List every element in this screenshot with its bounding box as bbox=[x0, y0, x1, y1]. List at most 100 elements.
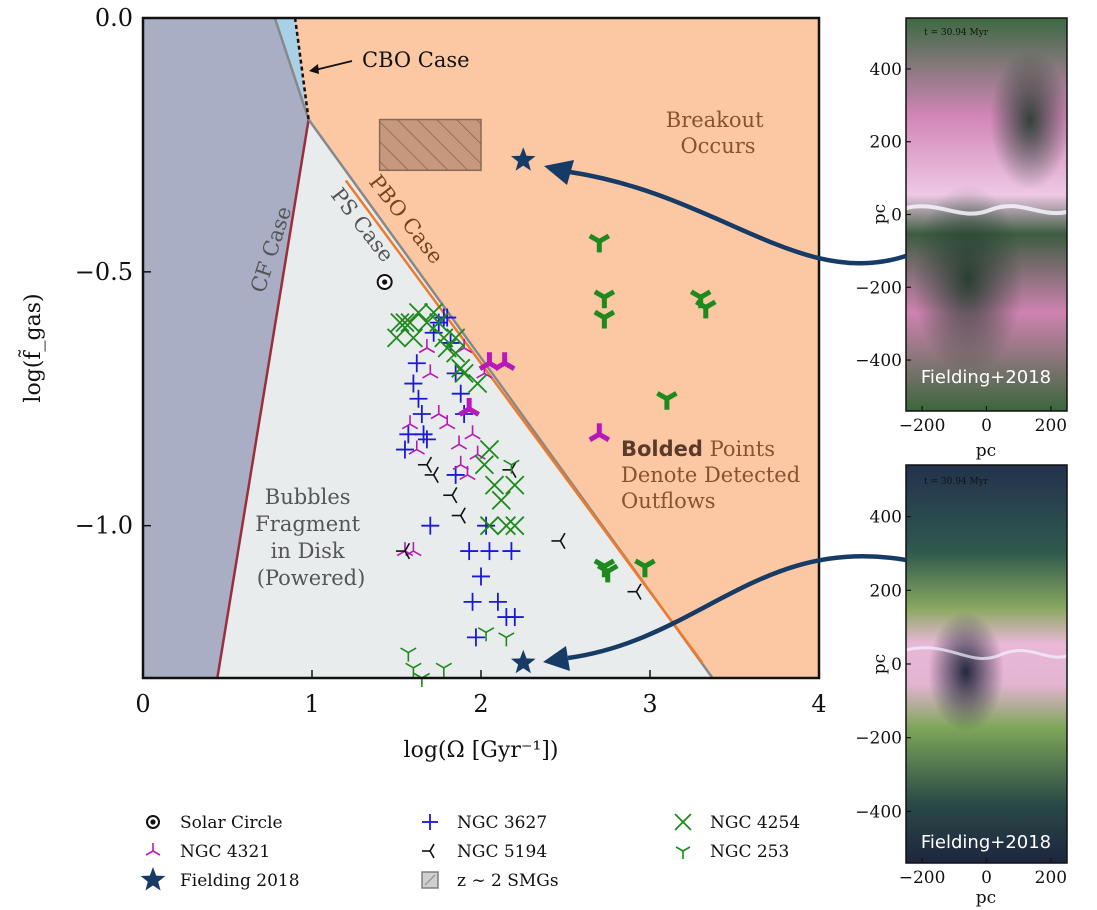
bubbles-label-2: Fragment bbox=[255, 512, 360, 536]
sim-bottom-filament bbox=[905, 646, 1068, 660]
sim-bottom-ticks: −200 0 200 400 200 0 −200 −400 bbox=[855, 508, 1067, 888]
breakout-region bbox=[274, 18, 819, 678]
ngc-3627-point bbox=[505, 608, 524, 627]
axis-ticks: 0 1 2 3 4 0.0 −0.5 −1.0 bbox=[75, 4, 827, 718]
ngc-4321-detected-point bbox=[493, 352, 516, 371]
y-tick-label: −0.5 bbox=[75, 258, 133, 286]
legend-marker bbox=[146, 815, 160, 829]
sim-x-tick-label: −200 bbox=[899, 868, 946, 888]
ngc-5194-point bbox=[424, 466, 439, 484]
legend-marker bbox=[674, 813, 692, 831]
ngc-5194-point bbox=[627, 583, 642, 600]
sim-x-tick-label: −200 bbox=[899, 416, 946, 436]
ngc-3627-point bbox=[414, 425, 433, 444]
ngc-253-detected-point bbox=[694, 299, 717, 319]
sim-top-filament bbox=[905, 204, 1068, 216]
detected-outflows-note: Bolded Points Denote Detected Outflows bbox=[621, 437, 807, 513]
fielding-2018-point bbox=[510, 649, 536, 674]
ngc-4254-point bbox=[446, 343, 466, 363]
legend-label: NGC 5194 bbox=[457, 842, 547, 862]
ngc-4254-point bbox=[424, 302, 444, 323]
ps-region bbox=[217, 119, 713, 678]
ngc-4321-point bbox=[464, 425, 481, 440]
ngc-4254-point bbox=[403, 328, 424, 348]
ngc-4254-point bbox=[479, 439, 500, 460]
sim-top-timestamp: t = 30.94 Myr bbox=[924, 28, 989, 38]
ngc-4254-point bbox=[446, 328, 466, 348]
ngc-4254-point bbox=[400, 312, 420, 333]
ngc-253-point bbox=[405, 662, 422, 677]
ngc-4321-point bbox=[422, 364, 439, 379]
sim-top-ticks: −200 0 200 400 200 0 −200 −400 bbox=[855, 60, 1067, 436]
sim-x-tick-label: 200 bbox=[1035, 868, 1067, 888]
ngc-4254-point bbox=[429, 312, 449, 333]
breakout-label-2: Occurs bbox=[680, 134, 755, 158]
ngc-4321-point bbox=[459, 465, 476, 481]
ngc-4254-point bbox=[386, 328, 407, 348]
ngc-5194-point bbox=[451, 507, 466, 524]
bubbles-label-4: (Powered) bbox=[257, 566, 366, 590]
ngc-253-detected-point bbox=[596, 563, 619, 583]
ngc-4254-point bbox=[479, 516, 500, 536]
ngc-5194-point bbox=[551, 532, 566, 550]
ngc-4321-detected-point bbox=[458, 397, 480, 417]
ngc-3627-point bbox=[421, 516, 440, 535]
sim-y-tick-label: −200 bbox=[855, 729, 902, 749]
ngc-3627-point bbox=[407, 354, 426, 373]
ngc-3627-point bbox=[472, 567, 490, 586]
main-plot: 0 1 2 3 40.0−0.5−1.0 CF Case PS Case PBO Cas… bbox=[19, 4, 826, 763]
arrow-to-bottom-panel-head bbox=[543, 646, 570, 671]
legend-label: NGC 4321 bbox=[180, 842, 270, 862]
solar-circle-point bbox=[376, 274, 393, 290]
legend-label: Fielding 2018 bbox=[180, 871, 300, 891]
sim-x-tick-label: 0 bbox=[981, 868, 992, 888]
x-axis-label: log(Ω [Gyr⁻¹]) bbox=[404, 738, 559, 763]
ngc-4254-point bbox=[395, 312, 415, 333]
ngc-253-detected-point bbox=[634, 558, 656, 578]
ngc-4254-point bbox=[454, 363, 474, 384]
bubbles-label-1: Bubbles bbox=[265, 485, 351, 509]
sim-panel-top: t = 30.94 Myr Fielding+2018 −200 0 200 400 2… bbox=[855, 17, 1070, 461]
sim-panel-bottom: t = 30.94 Myr Fielding+2018 −200 0 200 400 2… bbox=[855, 464, 1068, 908]
legend-label: NGC 253 bbox=[710, 842, 789, 862]
note-bold: Bolded bbox=[621, 437, 703, 461]
sim-top-label: Fielding+2018 bbox=[921, 367, 1051, 388]
x-tick-label: 4 bbox=[811, 690, 826, 718]
note-line-2: Denote Detected bbox=[621, 463, 800, 487]
legend-label: NGC 4254 bbox=[710, 813, 800, 833]
sim-y-tick-label: 0 bbox=[891, 206, 902, 226]
arrow-to-top-panel-head bbox=[544, 160, 574, 185]
ngc-3627-point bbox=[438, 308, 457, 327]
ngc-4321-point bbox=[408, 440, 425, 455]
ngc-5194-point bbox=[443, 487, 458, 504]
ngc-3627-point bbox=[409, 389, 428, 408]
ngc-253-point bbox=[400, 647, 417, 662]
ngc-5194-point bbox=[417, 456, 433, 473]
phase-regions bbox=[143, 18, 819, 678]
sim-x-tick-label: 0 bbox=[981, 416, 992, 436]
sim-bottom-plume bbox=[928, 612, 1004, 732]
cf-region bbox=[143, 18, 309, 678]
ngc-4321-point bbox=[430, 405, 447, 420]
legend-label: Solar Circle bbox=[180, 813, 283, 833]
ngc-4254-point bbox=[484, 475, 505, 495]
ngc-3627-point bbox=[480, 542, 499, 561]
x-tick-label: 2 bbox=[473, 690, 488, 718]
ngc-253-point bbox=[503, 459, 520, 474]
cf-boundary bbox=[216, 119, 310, 678]
data-markers bbox=[376, 147, 717, 687]
legend-label: NGC 3627 bbox=[457, 813, 547, 833]
legend-marker bbox=[422, 843, 435, 859]
ngc-5194-point bbox=[395, 542, 411, 560]
y-tick-label: 0.0 bbox=[95, 4, 133, 32]
ngc-4254-point bbox=[408, 302, 429, 323]
legend-marker bbox=[421, 871, 439, 889]
ngc-3627-point bbox=[477, 516, 496, 535]
ngc-253-point bbox=[435, 662, 453, 677]
cf-top-boundary bbox=[273, 18, 310, 120]
y-axis-label: log(f̃_gas) bbox=[19, 293, 46, 402]
sim-y-tick-label: 400 bbox=[870, 60, 902, 80]
sim-bottom-label: Fielding+2018 bbox=[921, 832, 1051, 853]
x-tick-label: 0 bbox=[135, 690, 150, 718]
ngc-253-detected-point bbox=[656, 391, 678, 410]
